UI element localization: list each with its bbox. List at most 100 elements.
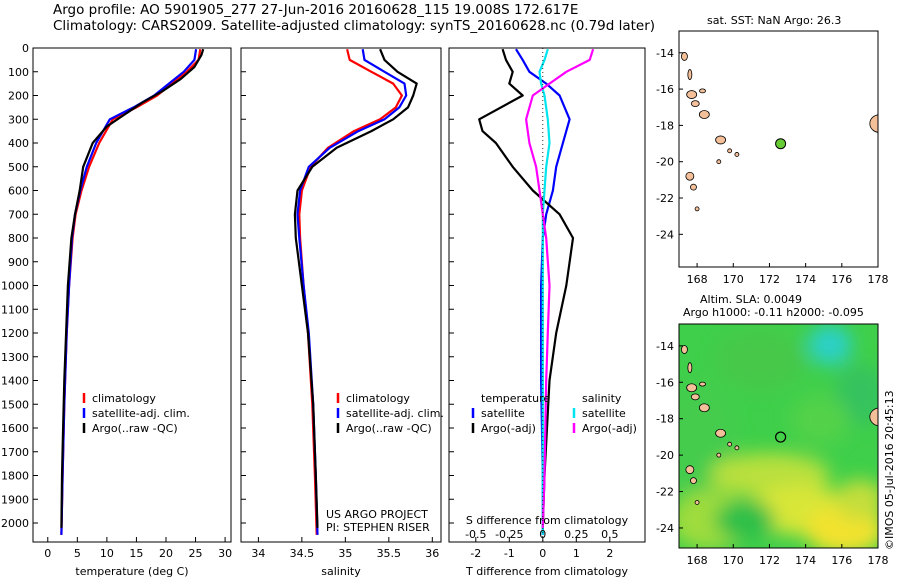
map-x-tick-label: 170	[723, 554, 744, 567]
map-x-tick-label: 174	[795, 554, 816, 567]
argo-position-marker	[775, 138, 787, 150]
sla-anomaly-patch	[790, 395, 850, 445]
series-group-salinity	[293, 48, 418, 535]
y-tick-label: 1000	[1, 280, 29, 293]
island-shape	[690, 477, 697, 485]
island-shape	[727, 148, 733, 154]
x-tick-label: -2	[470, 547, 481, 560]
legend-label: climatology	[346, 392, 410, 405]
map-y-tick-label: -20	[656, 156, 674, 169]
map-y-tick-label: -22	[656, 192, 674, 205]
x-tick-label: 36	[425, 547, 439, 560]
map-y-tick-label: -22	[656, 486, 674, 499]
map-y-tick-label: -16	[656, 376, 674, 389]
sla-map-title: Altim. SLA: 0.0049	[700, 293, 802, 306]
y-tick-label: 1900	[1, 493, 29, 506]
sla-anomaly-patch	[715, 500, 775, 540]
y-tick-label: 1800	[1, 470, 29, 483]
y-tick-label: 400	[8, 137, 29, 150]
climatology-title: Climatology: CARS2009. Satellite-adjuste…	[53, 18, 656, 34]
island-shape	[685, 465, 695, 475]
plot-frame-temperature	[32, 47, 232, 543]
map-x-tick-label: 178	[868, 273, 889, 286]
island-shape	[686, 90, 698, 99]
profile-title: Argo profile: AO 5901905_277 27-Jun-2016…	[53, 2, 579, 18]
island-shape	[681, 345, 688, 354]
plot-frame-difference	[448, 47, 646, 543]
sst-map-title: sat. SST: NaN Argo: 26.3	[707, 14, 841, 27]
legend-label: Argo(-adj)	[481, 422, 536, 435]
map-y-tick-label: -20	[656, 449, 674, 462]
map-frame-sst_map	[678, 30, 879, 268]
map-x-tick-label: 172	[759, 554, 780, 567]
series-line-t-argo-adj-	[478, 48, 575, 528]
fiji-landmass	[869, 407, 878, 427]
legend-label: Argo(-adj)	[582, 422, 637, 435]
x-tick-label: 1	[573, 547, 580, 560]
sla-anomaly-patch	[808, 325, 852, 365]
island-shape	[690, 100, 700, 108]
island-shape	[734, 445, 740, 451]
project-credit: US ARGO PROJECT	[326, 508, 428, 521]
s-tick-label: 0	[539, 528, 546, 541]
sla-height-title: Argo h1000: -0.11 h2000: -0.095	[683, 306, 864, 319]
island-shape	[686, 383, 698, 393]
island-shape	[698, 403, 710, 413]
map-y-tick-label: -14	[656, 47, 674, 60]
map-x-tick-label: 178	[868, 554, 889, 567]
legend-title-temperature: temperature	[481, 392, 550, 405]
y-tick-label: 100	[8, 66, 29, 79]
map-x-tick-label: 172	[759, 273, 780, 286]
y-tick-label: 0	[22, 42, 29, 55]
island-shape	[687, 69, 693, 80]
map-x-tick-label: 168	[687, 273, 708, 286]
map-y-tick-label: -24	[656, 228, 674, 241]
x-tick-label: 30	[218, 547, 232, 560]
island-shape	[698, 110, 710, 119]
y-tick-label: 800	[8, 232, 29, 245]
island-shape	[685, 171, 695, 181]
imos-credit: ©IMOS 05-Jul-2016 20:45:13	[883, 390, 896, 550]
island-shape	[734, 152, 740, 157]
map-x-tick-label: 174	[795, 273, 816, 286]
legend-label: satellite	[481, 407, 525, 420]
island-shape	[687, 362, 693, 374]
map-x-tick-label: 168	[687, 554, 708, 567]
s-tick-label: -0.5	[465, 528, 486, 541]
map-content-sla_map	[681, 345, 878, 505]
legend-label: satellite	[582, 407, 626, 420]
map-content-sst_map	[681, 52, 878, 212]
series-line-s-argo-adj-	[524, 48, 595, 528]
y-tick-label: 700	[8, 208, 29, 221]
island-shape	[715, 135, 727, 145]
s-axis-label: S difference from climatology	[466, 514, 629, 527]
map-y-tick-label: -24	[656, 522, 674, 535]
y-tick-label: 1500	[1, 398, 29, 411]
s-tick-label: -0.25	[495, 528, 523, 541]
x-tick-label: 15	[129, 547, 143, 560]
legend-label: Argo(..raw -QC)	[92, 422, 178, 435]
island-shape	[690, 393, 700, 401]
y-tick-label: 1200	[1, 327, 29, 340]
x-tick-label: 10	[100, 547, 114, 560]
island-shape	[694, 500, 700, 505]
series-group-difference	[478, 48, 595, 535]
x-tick-label: 20	[159, 547, 173, 560]
x-axis-label: T difference from climatology	[465, 565, 628, 578]
legend-label: Argo(..raw -QC)	[346, 422, 432, 435]
island-shape	[681, 52, 688, 61]
fiji-landmass	[869, 114, 878, 133]
x-tick-label: 5	[74, 547, 81, 560]
island-shape	[699, 381, 706, 387]
sla-anomaly-patch	[715, 330, 805, 390]
pi-credit: PI: STEPHEN RISER	[326, 521, 430, 534]
y-tick-label: 1400	[1, 375, 29, 388]
series-group-temperature	[60, 48, 205, 535]
x-tick-label: 34.5	[290, 547, 315, 560]
island-shape	[727, 441, 733, 447]
x-axis-label: salinity	[321, 565, 361, 578]
x-tick-label: 34	[251, 547, 265, 560]
y-tick-label: 200	[8, 90, 29, 103]
y-tick-label: 500	[8, 161, 29, 174]
y-tick-label: 1700	[1, 446, 29, 459]
